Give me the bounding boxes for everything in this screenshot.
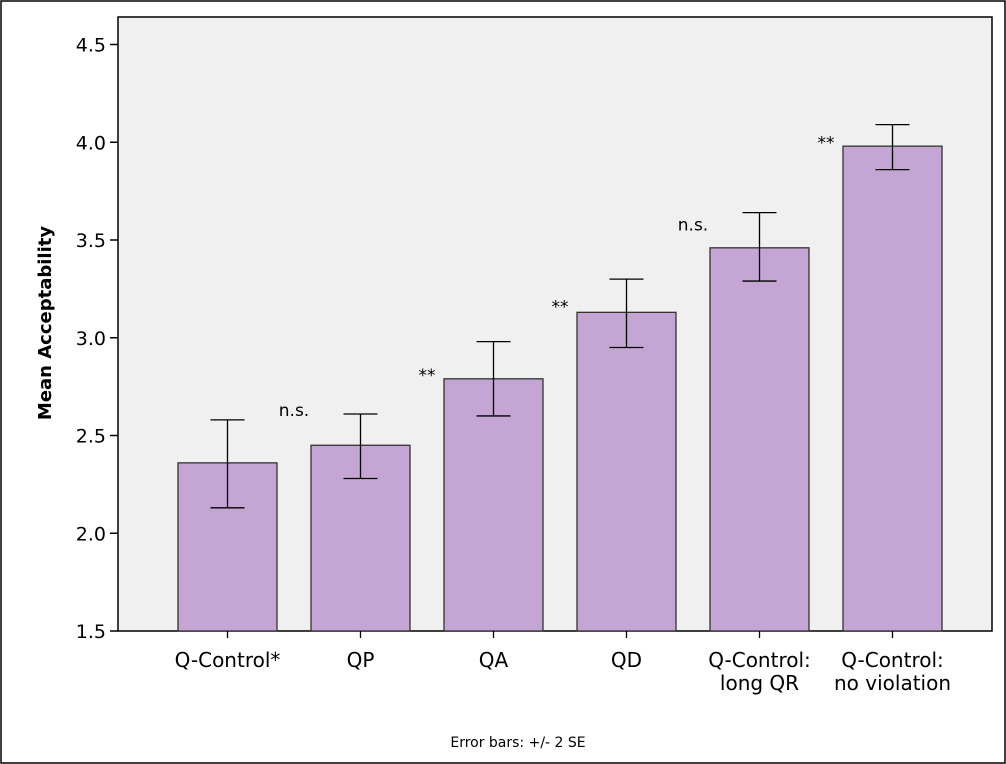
y-tick-label: 1.5	[76, 621, 106, 643]
error-bar-footnote: Error bars: +/- 2 SE	[450, 735, 585, 751]
y-tick-label: 3.5	[76, 230, 106, 252]
significance-annotations: n.s. ** ** n.s. **	[279, 133, 835, 421]
x-axis-labels: Q-Control* QP QA QD Q-Control:long QRQ-Contr…	[175, 631, 951, 695]
bar	[443, 378, 544, 632]
x-category-label: QA	[479, 648, 509, 672]
x-category-label: QD	[611, 648, 642, 672]
y-tick-label: 2.5	[76, 426, 106, 448]
error-bars	[210, 124, 910, 509]
x-category-label: long QR	[720, 671, 799, 695]
significance-label: **	[419, 366, 436, 386]
y-tick-label: 4.0	[76, 132, 106, 154]
y-axis: 1.5 2.0 2.5 3.0 3.5 4.0 4.5	[76, 35, 118, 643]
bars	[177, 145, 943, 632]
y-axis-title: Mean Acceptability	[35, 226, 56, 420]
bar	[842, 145, 943, 632]
bar	[709, 247, 810, 632]
y-tick-label: 2.0	[76, 523, 106, 545]
x-category-label: Q-Control*	[175, 648, 281, 672]
y-tick-label: 4.5	[76, 35, 106, 57]
bar	[576, 311, 677, 632]
significance-label: n.s.	[678, 215, 708, 235]
x-category-label: no violation	[834, 671, 951, 695]
significance-label: n.s.	[279, 401, 309, 421]
significance-label: **	[818, 133, 835, 153]
x-category-label: Q-Control:	[708, 648, 811, 672]
x-category-label: QP	[347, 648, 375, 672]
x-category-label: Q-Control:	[841, 648, 944, 672]
y-tick-label: 3.0	[76, 328, 106, 350]
significance-label: **	[552, 297, 569, 317]
